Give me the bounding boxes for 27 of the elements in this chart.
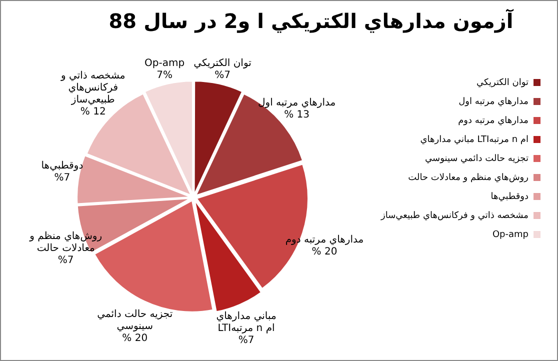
slice-label: مباني مدارهاي LTIمرتبه n ام: [216, 310, 276, 334]
slice-label: دوقطبي‌ها: [41, 160, 84, 172]
slice-label: مدارهاي مرتبه اول: [258, 97, 336, 108]
data-label: %7: [58, 254, 74, 266]
legend-label: مشخصه ذاتي و فركانس‌هاي طبيعي‌ساز: [380, 210, 529, 221]
slice-label: مشخصه ذاتي و فركانس‌هاي طبيعي‌ساز: [60, 70, 126, 106]
data-label: % 20: [312, 246, 338, 258]
legend-label: توان الكتريكي: [476, 78, 529, 88]
data-label: %7: [54, 172, 70, 184]
slice-label: Op-amp: [144, 58, 185, 70]
legend-label: مباني مدارهاي LTIمرتبه n ام: [420, 134, 528, 145]
data-label: % 13: [284, 109, 310, 120]
data-label: %7: [238, 334, 254, 346]
slice-label: روش‌هاي منظم و معادلات حالت: [28, 230, 102, 254]
legend-label: Op-amp: [492, 230, 529, 240]
slice-label: توان الكتريكي: [194, 58, 252, 70]
data-label: % 12: [80, 106, 106, 118]
data-label: 7%: [156, 70, 172, 82]
legend-label: روش‌هاي منظم و معادلات حالت: [408, 172, 528, 183]
data-label: %7: [214, 70, 230, 82]
legend-label: تجزيه حالت دائمي سينوسي: [425, 154, 529, 164]
legend-label: مدارهاي مرتبه اول: [458, 96, 529, 107]
data-label: % 20: [122, 333, 148, 344]
legend-label: دوقطبي‌ها: [490, 192, 528, 202]
chart-title: آزمون مدارهاي الكتريكي ا و2 در سال 88: [108, 8, 514, 34]
legend-label: مدارهاي مرتبه دوم: [458, 116, 529, 126]
slice-label: تجزيه حالت دائمي سينوسي: [97, 309, 173, 332]
